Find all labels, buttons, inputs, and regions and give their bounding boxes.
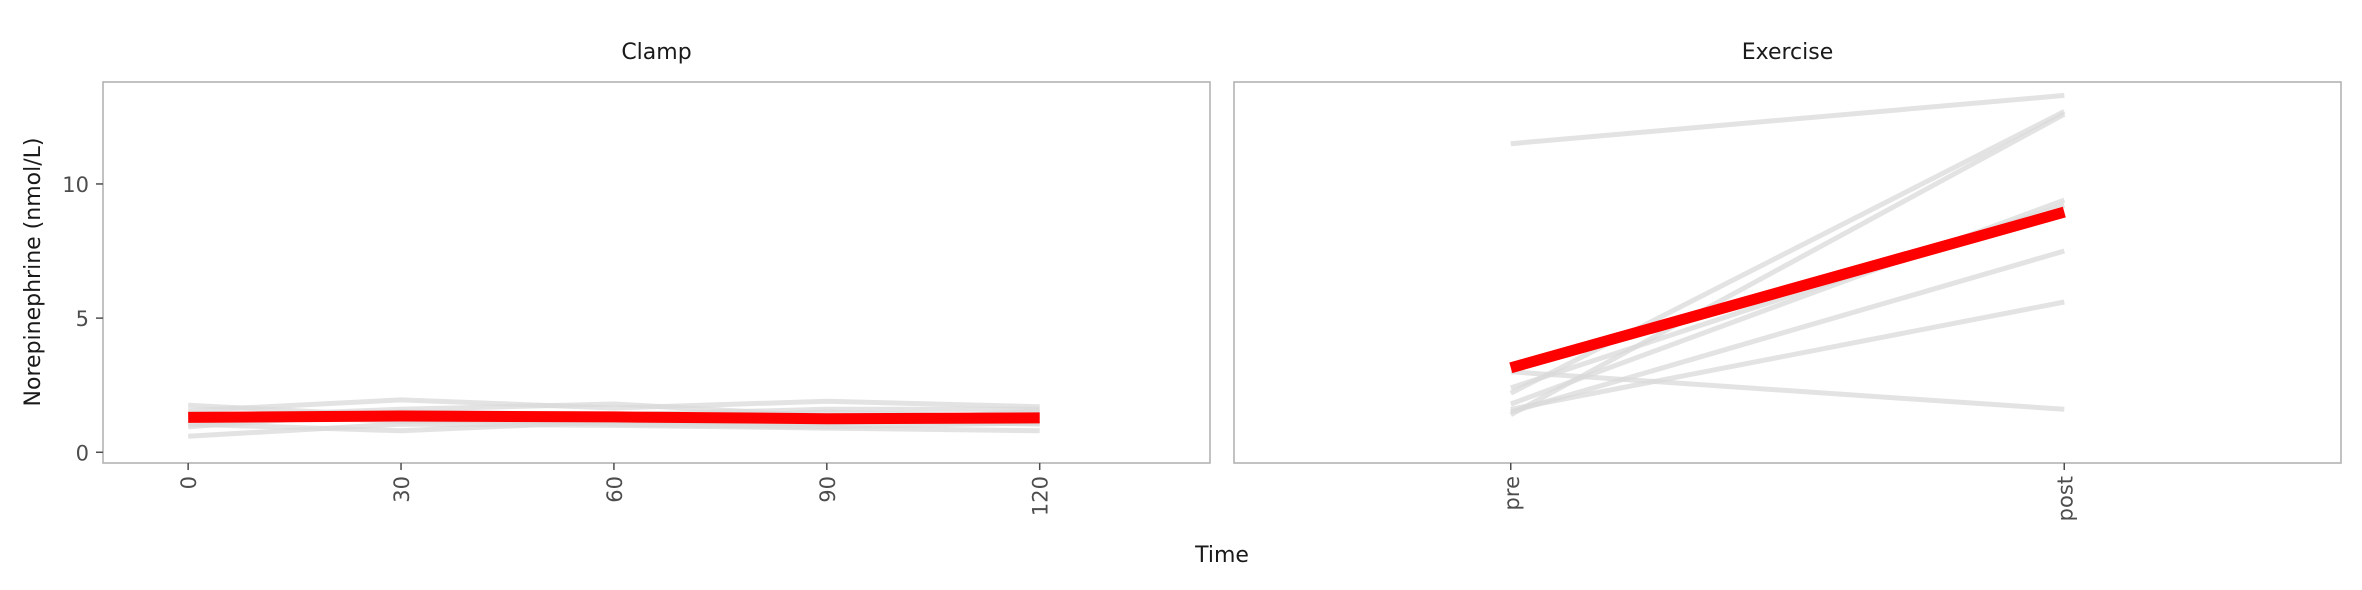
y-tick-label: 5	[76, 307, 89, 331]
x-tick-label: 120	[1029, 476, 1053, 516]
subject-line	[1510, 92, 2065, 147]
x-axis-title: Time	[1194, 543, 1249, 568]
subject-line	[188, 397, 1040, 414]
panel-clamp: Clamp 0 30 60 90 120 0 5 10	[62, 40, 1211, 516]
x-tick-label: 90	[816, 476, 840, 503]
x-tick-label: 30	[390, 476, 414, 503]
x-tick-label: 60	[603, 476, 627, 503]
y-axis-title: Norepinephrine (nmol/L)	[21, 138, 46, 407]
x-tick-label: 0	[177, 476, 201, 489]
panel-title: Clamp	[621, 40, 691, 65]
panels-layer: Clamp 0 30 60 90 120 0 5 10 Exercise pre post	[62, 40, 2342, 521]
panel-title: Exercise	[1742, 40, 1834, 65]
subject-line	[1510, 369, 2065, 412]
subject-line	[1509, 109, 2066, 396]
x-tick-label: post	[2053, 476, 2077, 521]
subject-line	[1510, 299, 2065, 412]
y-tick-label: 0	[76, 441, 89, 465]
mean-line	[1509, 206, 2066, 374]
x-tick-label: pre	[1500, 476, 1524, 510]
subject-line	[1510, 248, 2065, 415]
panel-border	[1233, 81, 2342, 464]
panel-border	[102, 81, 1211, 464]
y-tick-label: 10	[62, 173, 89, 197]
panel-exercise: Exercise pre post	[1233, 40, 2342, 521]
subject-line	[1509, 112, 2066, 417]
mean-line	[188, 410, 1040, 425]
